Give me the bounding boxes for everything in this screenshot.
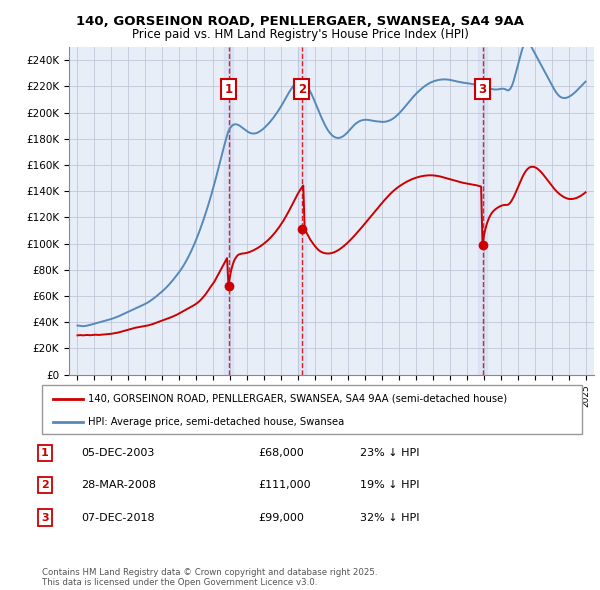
Text: 23% ↓ HPI: 23% ↓ HPI [360, 448, 419, 458]
Text: 28-MAR-2008: 28-MAR-2008 [81, 480, 156, 490]
Text: 1: 1 [41, 448, 49, 458]
Text: 19% ↓ HPI: 19% ↓ HPI [360, 480, 419, 490]
Text: 140, GORSEINON ROAD, PENLLERGAER, SWANSEA, SA4 9AA (semi-detached house): 140, GORSEINON ROAD, PENLLERGAER, SWANSE… [88, 394, 507, 404]
Text: 07-DEC-2018: 07-DEC-2018 [81, 513, 155, 523]
Text: £111,000: £111,000 [258, 480, 311, 490]
Text: 3: 3 [479, 83, 487, 96]
Text: Contains HM Land Registry data © Crown copyright and database right 2025.
This d: Contains HM Land Registry data © Crown c… [42, 568, 377, 587]
Text: 140, GORSEINON ROAD, PENLLERGAER, SWANSEA, SA4 9AA: 140, GORSEINON ROAD, PENLLERGAER, SWANSE… [76, 15, 524, 28]
Text: £99,000: £99,000 [258, 513, 304, 523]
Text: 1: 1 [224, 83, 233, 96]
Bar [298, 47, 306, 375]
Text: £68,000: £68,000 [258, 448, 304, 458]
Text: 2: 2 [298, 83, 306, 96]
Text: 05-DEC-2003: 05-DEC-2003 [81, 448, 154, 458]
Text: 2: 2 [41, 480, 49, 490]
Text: Price paid vs. HM Land Registry's House Price Index (HPI): Price paid vs. HM Land Registry's House … [131, 28, 469, 41]
Text: HPI: Average price, semi-detached house, Swansea: HPI: Average price, semi-detached house,… [88, 417, 344, 427]
Text: 32% ↓ HPI: 32% ↓ HPI [360, 513, 419, 523]
Text: 3: 3 [41, 513, 49, 523]
Bar [478, 47, 487, 375]
Bar [224, 47, 233, 375]
